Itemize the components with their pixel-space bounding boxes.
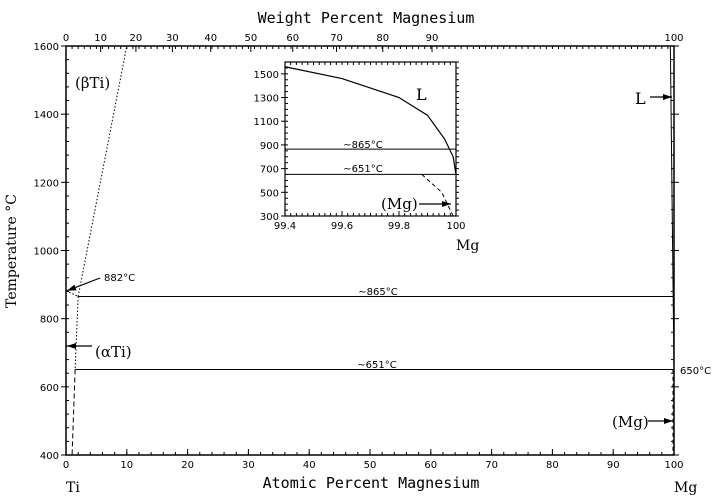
phase-label-beta-ti: (βTi) <box>75 74 110 92</box>
x-tick-label: 20 <box>181 460 194 471</box>
phase-label-mg: (Mg) <box>612 413 649 431</box>
arrow-liquid-head <box>663 94 672 100</box>
x-tick-label: 10 <box>120 460 133 471</box>
x2-axis-title: Weight Percent Magnesium <box>258 9 475 27</box>
x-tick-label: 30 <box>242 460 255 471</box>
x2-tick-label: 40 <box>204 33 217 44</box>
isotherm-label-651: ~651°C <box>357 360 396 371</box>
y-axis-title: Temperature °C <box>4 194 20 308</box>
phase-boundary-line <box>71 369 76 456</box>
x-tick-label: 60 <box>424 460 437 471</box>
inset-solvus-curve <box>421 174 454 217</box>
inset-phase-label-liquid: L <box>416 85 427 104</box>
annotation-882: 882°C <box>104 273 135 284</box>
inset-y-tick-label: 1300 <box>254 94 279 105</box>
inset-y-tick-label: 700 <box>260 165 279 176</box>
inset-background <box>260 57 476 271</box>
phase-boundary-line <box>77 45 128 297</box>
inset-x-tick-label: 100 <box>446 221 465 232</box>
x2-tick-label: 90 <box>426 33 439 44</box>
phase-label-alpha-ti: (αTi) <box>95 343 132 361</box>
arrow-alpha-ti-head <box>67 343 76 349</box>
arrow-mg-head <box>664 418 673 424</box>
x2-tick-label: 80 <box>376 33 389 44</box>
annotation-650: 650°C <box>680 366 711 377</box>
arrow-882-head <box>67 284 77 291</box>
y-tick-label: 1200 <box>34 178 59 189</box>
x-tick-label: 70 <box>485 460 498 471</box>
inset-x-axis-title: Mg <box>456 238 479 254</box>
x-tick-label: 100 <box>664 460 683 471</box>
left-element-label: Ti <box>66 480 80 496</box>
y-tick-label: 1000 <box>34 247 59 258</box>
x-tick-label: 90 <box>607 460 620 471</box>
x-tick-label: 80 <box>546 460 559 471</box>
phase-boundary-line <box>65 290 79 297</box>
x2-tick-label: 100 <box>664 33 683 44</box>
inset-isotherm-label-651: ~651°C <box>343 164 382 175</box>
inset-y-tick-label: 300 <box>260 212 279 223</box>
x2-tick-label: 0 <box>63 33 69 44</box>
x-tick-label: 40 <box>303 460 316 471</box>
x2-tick-label: 70 <box>330 33 343 44</box>
inset-phase-label-mg: (Mg) <box>381 195 418 213</box>
inset-y-tick-label: 900 <box>260 141 279 152</box>
y-tick-label: 1600 <box>34 42 59 53</box>
y-tick-label: 400 <box>40 451 59 462</box>
y-tick-label: 1400 <box>34 110 59 121</box>
phase-boundary-line <box>669 45 675 370</box>
inset-y-tick-label: 500 <box>260 188 279 199</box>
inset-y-tick-label: 1100 <box>254 117 279 128</box>
phase-boundaries <box>65 45 675 456</box>
inset-x-tick-label: 99.8 <box>388 221 410 232</box>
x2-tick-label: 60 <box>286 33 299 44</box>
inset-y-tick-label: 1500 <box>254 70 279 81</box>
inset-arrow-mg-head <box>442 201 451 207</box>
inset-isotherm-label-865: ~865°C <box>343 140 382 151</box>
phase-label-liquid: L <box>635 89 646 108</box>
inset-x-tick-label: 99.6 <box>331 221 353 232</box>
x-axis-title: Atomic Percent Magnesium <box>263 474 480 492</box>
y-tick-label: 600 <box>40 383 59 394</box>
x2-tick-label: 10 <box>94 33 107 44</box>
inset-plot: 99.4 99.6 99.8 100 300 500 700 900 1100 1300 1500 <box>254 57 476 271</box>
inset-liquidus-curve <box>284 66 457 175</box>
y-tick-label: 800 <box>40 315 59 326</box>
right-element-label: Mg <box>674 480 697 496</box>
x2-tick-label: 50 <box>244 33 257 44</box>
x-tick-label: 50 <box>364 460 377 471</box>
x2-tick-label: 30 <box>166 33 179 44</box>
axis-ticks: 0 10 20 30 40 50 60 70 80 90 1000 10 20 30 40 50 60 70 80 9… <box>34 33 684 471</box>
isotherm-label-865: ~865°C <box>358 287 397 298</box>
inset-x-tick-label: 99.4 <box>274 221 296 232</box>
x-tick-label: 0 <box>63 460 69 471</box>
phase-boundary-line <box>74 296 79 370</box>
x2-tick-label: 20 <box>130 33 143 44</box>
